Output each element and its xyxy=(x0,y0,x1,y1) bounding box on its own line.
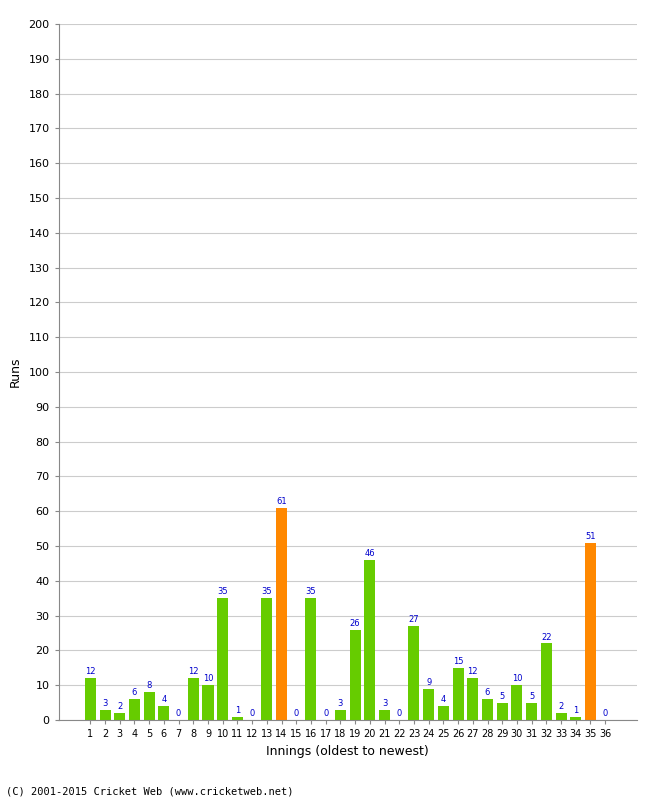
Text: 27: 27 xyxy=(409,615,419,624)
Y-axis label: Runs: Runs xyxy=(8,357,21,387)
Text: 0: 0 xyxy=(176,710,181,718)
Text: 26: 26 xyxy=(350,618,360,628)
Bar xyxy=(408,626,419,720)
Bar xyxy=(541,643,552,720)
Text: 12: 12 xyxy=(188,667,198,677)
Text: 4: 4 xyxy=(161,695,166,704)
Bar xyxy=(306,598,317,720)
Bar xyxy=(114,713,125,720)
Bar xyxy=(129,699,140,720)
Bar xyxy=(379,710,390,720)
Text: 5: 5 xyxy=(500,692,505,701)
Text: (C) 2001-2015 Cricket Web (www.cricketweb.net): (C) 2001-2015 Cricket Web (www.cricketwe… xyxy=(6,786,294,796)
Bar xyxy=(452,668,463,720)
Bar xyxy=(526,702,537,720)
Text: 15: 15 xyxy=(453,657,463,666)
Bar xyxy=(467,678,478,720)
Text: 6: 6 xyxy=(132,688,137,698)
Bar xyxy=(482,699,493,720)
Text: 0: 0 xyxy=(294,710,299,718)
Text: 12: 12 xyxy=(85,667,96,677)
Bar xyxy=(276,508,287,720)
Text: 3: 3 xyxy=(102,699,108,708)
Bar xyxy=(203,685,213,720)
Bar xyxy=(423,689,434,720)
Bar xyxy=(99,710,111,720)
Text: 3: 3 xyxy=(382,699,387,708)
Text: 35: 35 xyxy=(261,587,272,597)
Text: 4: 4 xyxy=(441,695,446,704)
Text: 46: 46 xyxy=(365,549,375,558)
Text: 0: 0 xyxy=(323,710,328,718)
Text: 6: 6 xyxy=(485,688,490,698)
Bar xyxy=(350,630,361,720)
Text: 1: 1 xyxy=(573,706,578,714)
Text: 5: 5 xyxy=(529,692,534,701)
Bar xyxy=(438,706,449,720)
Bar xyxy=(556,713,567,720)
Text: 12: 12 xyxy=(467,667,478,677)
Bar xyxy=(585,542,596,720)
Text: 0: 0 xyxy=(396,710,402,718)
Text: 0: 0 xyxy=(603,710,608,718)
Text: 35: 35 xyxy=(306,587,317,597)
Bar xyxy=(261,598,272,720)
Bar xyxy=(232,717,243,720)
Text: 3: 3 xyxy=(338,699,343,708)
Text: 8: 8 xyxy=(146,682,152,690)
Bar xyxy=(188,678,199,720)
Bar xyxy=(497,702,508,720)
Text: 35: 35 xyxy=(217,587,228,597)
Text: 10: 10 xyxy=(203,674,213,683)
Text: 1: 1 xyxy=(235,706,240,714)
Bar xyxy=(364,560,375,720)
Text: 10: 10 xyxy=(512,674,522,683)
X-axis label: Innings (oldest to newest): Innings (oldest to newest) xyxy=(266,745,429,758)
Text: 2: 2 xyxy=(558,702,564,711)
Bar xyxy=(570,717,581,720)
Text: 61: 61 xyxy=(276,497,287,506)
Text: 22: 22 xyxy=(541,633,552,642)
Bar xyxy=(84,678,96,720)
Bar xyxy=(335,710,346,720)
Bar xyxy=(159,706,170,720)
Text: 51: 51 xyxy=(585,532,596,541)
Text: 0: 0 xyxy=(250,710,255,718)
Text: 2: 2 xyxy=(117,702,122,711)
Text: 9: 9 xyxy=(426,678,432,687)
Bar xyxy=(144,692,155,720)
Bar xyxy=(217,598,228,720)
Bar xyxy=(512,685,523,720)
